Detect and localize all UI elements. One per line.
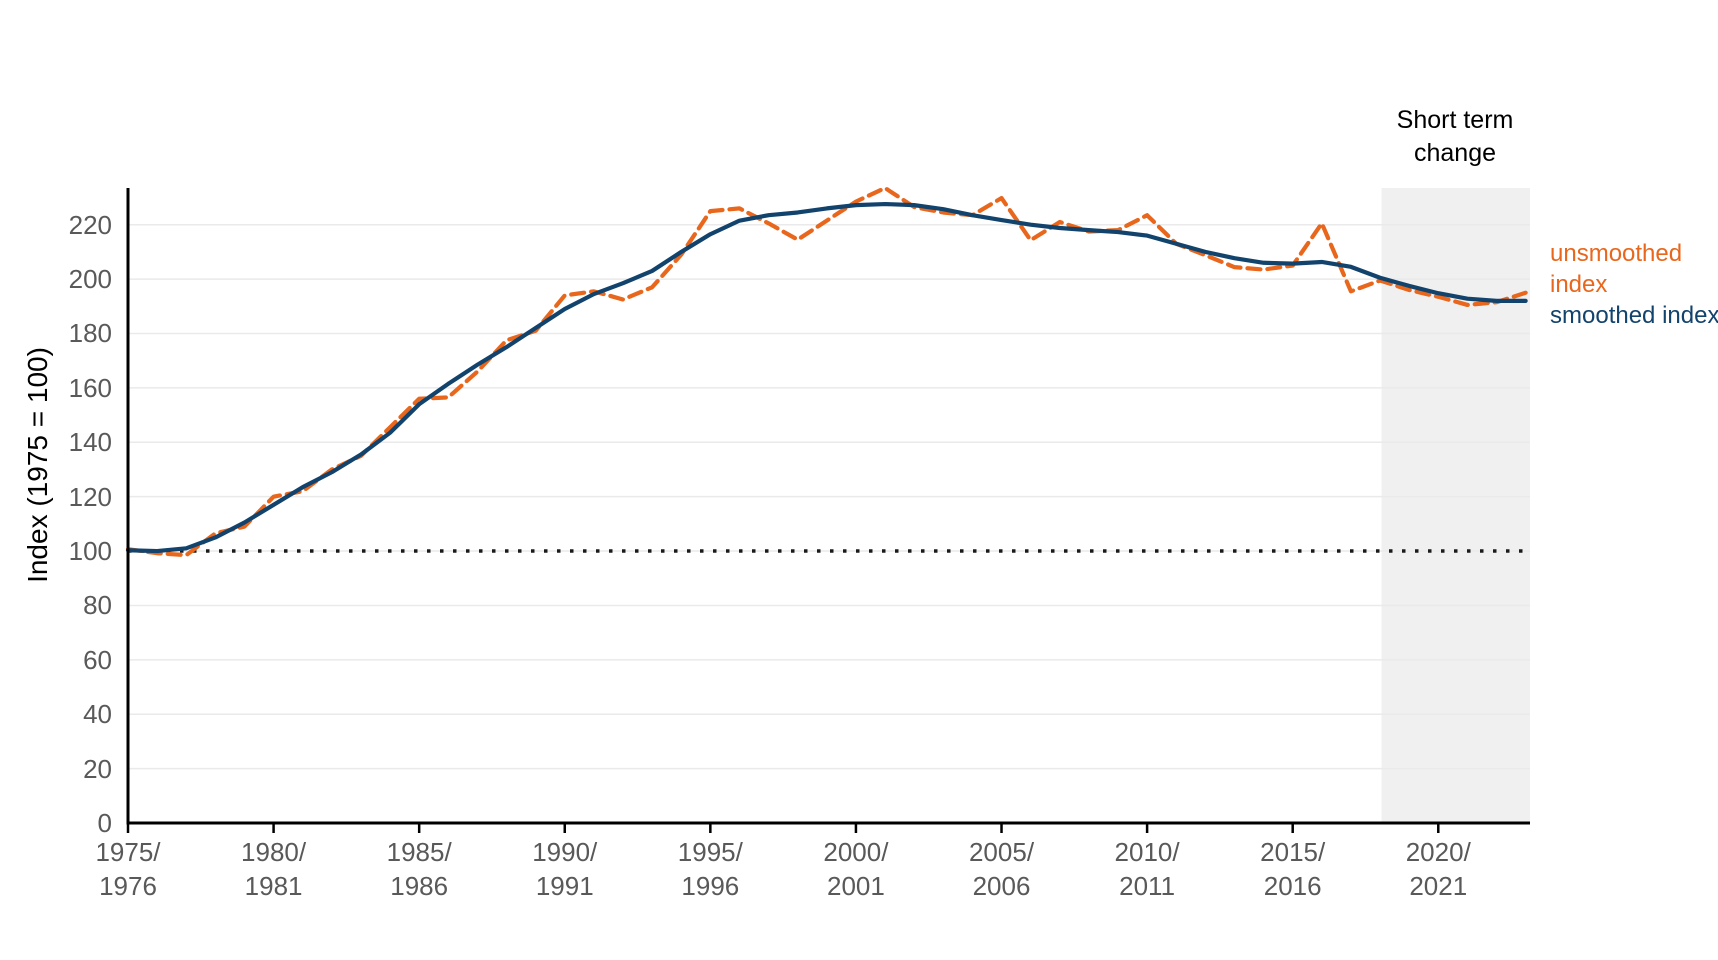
legend: unsmoothed index smoothed index bbox=[1550, 238, 1718, 331]
annotation-short-term-change: Short term change bbox=[1305, 104, 1605, 170]
y-tick-label: 160 bbox=[68, 372, 112, 403]
x-tick-label: 2010/ 2011 bbox=[1114, 837, 1180, 901]
y-tick-label: 100 bbox=[68, 536, 112, 567]
legend-item-unsmoothed: unsmoothed index bbox=[1550, 240, 1683, 298]
y-tick-label: 80 bbox=[83, 590, 112, 621]
series-unsmoothed-line bbox=[125, 185, 1528, 558]
y-tick-label: 40 bbox=[83, 699, 112, 730]
annotation-line-1: Short term bbox=[1396, 106, 1514, 134]
x-tick-label: 2000/ 2001 bbox=[823, 837, 889, 901]
x-tick-label: 1980/ 1981 bbox=[241, 837, 307, 901]
y-tick-label: 120 bbox=[68, 481, 112, 512]
shaded-region bbox=[1381, 188, 1530, 823]
x-tick-label: 2015/ 2016 bbox=[1260, 837, 1326, 901]
y-tick-label: 140 bbox=[68, 427, 112, 458]
y-tick-label: 180 bbox=[68, 318, 112, 349]
x-tick-label: 2020/ 2021 bbox=[1405, 837, 1471, 901]
y-tick-label: 0 bbox=[97, 808, 112, 838]
y-tick-label: 60 bbox=[83, 644, 112, 675]
x-tick-label: 1990/ 1991 bbox=[532, 837, 598, 901]
series-smoothed-line bbox=[125, 201, 1528, 554]
x-tick-label: 2005/ 2006 bbox=[968, 837, 1035, 901]
y-tick-label: 220 bbox=[68, 209, 112, 240]
y-tick-label: 200 bbox=[68, 264, 112, 295]
annotation-line-2: change bbox=[1413, 139, 1497, 167]
x-tick-label: 1985/ 1986 bbox=[386, 837, 452, 901]
y-tick-label: 20 bbox=[83, 753, 112, 784]
x-tick-label: 1975/ 1976 bbox=[95, 837, 161, 901]
legend-item-smoothed: smoothed index bbox=[1550, 302, 1718, 329]
x-tick-label: 1995/ 1996 bbox=[677, 837, 743, 901]
